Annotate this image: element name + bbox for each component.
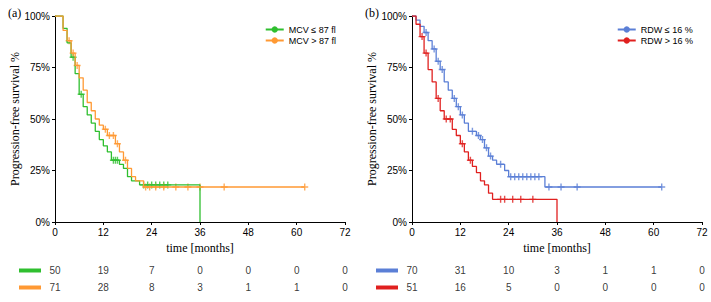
svg-text:36: 36	[194, 227, 206, 238]
svg-text:Progression-free survival %: Progression-free survival %	[365, 52, 379, 186]
svg-text:24: 24	[503, 227, 515, 238]
svg-text:72: 72	[696, 227, 708, 238]
svg-text:5: 5	[506, 282, 512, 293]
svg-text:75%: 75%	[30, 62, 50, 73]
svg-text:31: 31	[455, 265, 467, 276]
svg-text:RDW > 16 %: RDW > 16 %	[641, 36, 693, 46]
svg-text:Progression-free survival %: Progression-free survival %	[8, 52, 22, 186]
svg-text:100%: 100%	[24, 11, 50, 22]
svg-text:1: 1	[246, 282, 252, 293]
svg-text:8: 8	[149, 282, 155, 293]
svg-text:(a): (a)	[8, 6, 21, 20]
svg-text:36: 36	[551, 227, 563, 238]
svg-text:10: 10	[503, 265, 515, 276]
svg-text:0: 0	[197, 265, 203, 276]
svg-text:50: 50	[49, 265, 61, 276]
svg-text:25%: 25%	[387, 165, 407, 176]
svg-text:0: 0	[246, 265, 252, 276]
svg-text:0%: 0%	[393, 217, 408, 228]
svg-text:50%: 50%	[387, 114, 407, 125]
svg-text:0: 0	[651, 282, 657, 293]
svg-text:0: 0	[342, 282, 348, 293]
svg-text:1: 1	[651, 265, 657, 276]
svg-text:70: 70	[406, 265, 418, 276]
svg-text:3: 3	[554, 265, 560, 276]
svg-text:100%: 100%	[381, 11, 407, 22]
svg-text:24: 24	[146, 227, 158, 238]
svg-text:0: 0	[603, 282, 609, 293]
svg-text:19: 19	[98, 265, 110, 276]
svg-text:3: 3	[197, 282, 203, 293]
svg-text:MCV > 87 fl: MCV > 87 fl	[289, 36, 336, 46]
svg-text:1: 1	[603, 265, 609, 276]
svg-text:MCV ≤ 87 fl: MCV ≤ 87 fl	[289, 25, 336, 35]
svg-text:time [months]: time [months]	[523, 241, 591, 255]
svg-text:71: 71	[49, 282, 61, 293]
svg-text:12: 12	[98, 227, 110, 238]
svg-text:48: 48	[243, 227, 255, 238]
svg-text:60: 60	[648, 227, 660, 238]
svg-text:75%: 75%	[387, 62, 407, 73]
svg-text:1: 1	[294, 282, 300, 293]
svg-text:50%: 50%	[30, 114, 50, 125]
svg-text:51: 51	[406, 282, 418, 293]
svg-text:0: 0	[342, 265, 348, 276]
svg-text:28: 28	[98, 282, 110, 293]
svg-text:(b): (b)	[365, 6, 379, 20]
svg-text:RDW ≤ 16 %: RDW ≤ 16 %	[641, 25, 693, 35]
svg-text:25%: 25%	[30, 165, 50, 176]
svg-text:0%: 0%	[36, 217, 51, 228]
svg-text:0: 0	[409, 227, 415, 238]
svg-text:0: 0	[699, 265, 705, 276]
svg-text:16: 16	[455, 282, 467, 293]
svg-text:0: 0	[294, 265, 300, 276]
svg-text:60: 60	[291, 227, 303, 238]
svg-text:0: 0	[554, 282, 560, 293]
svg-text:0: 0	[52, 227, 58, 238]
svg-text:48: 48	[600, 227, 612, 238]
svg-text:0: 0	[699, 282, 705, 293]
svg-text:time [months]: time [months]	[166, 241, 234, 255]
svg-text:7: 7	[149, 265, 155, 276]
svg-text:72: 72	[339, 227, 351, 238]
svg-text:12: 12	[455, 227, 467, 238]
